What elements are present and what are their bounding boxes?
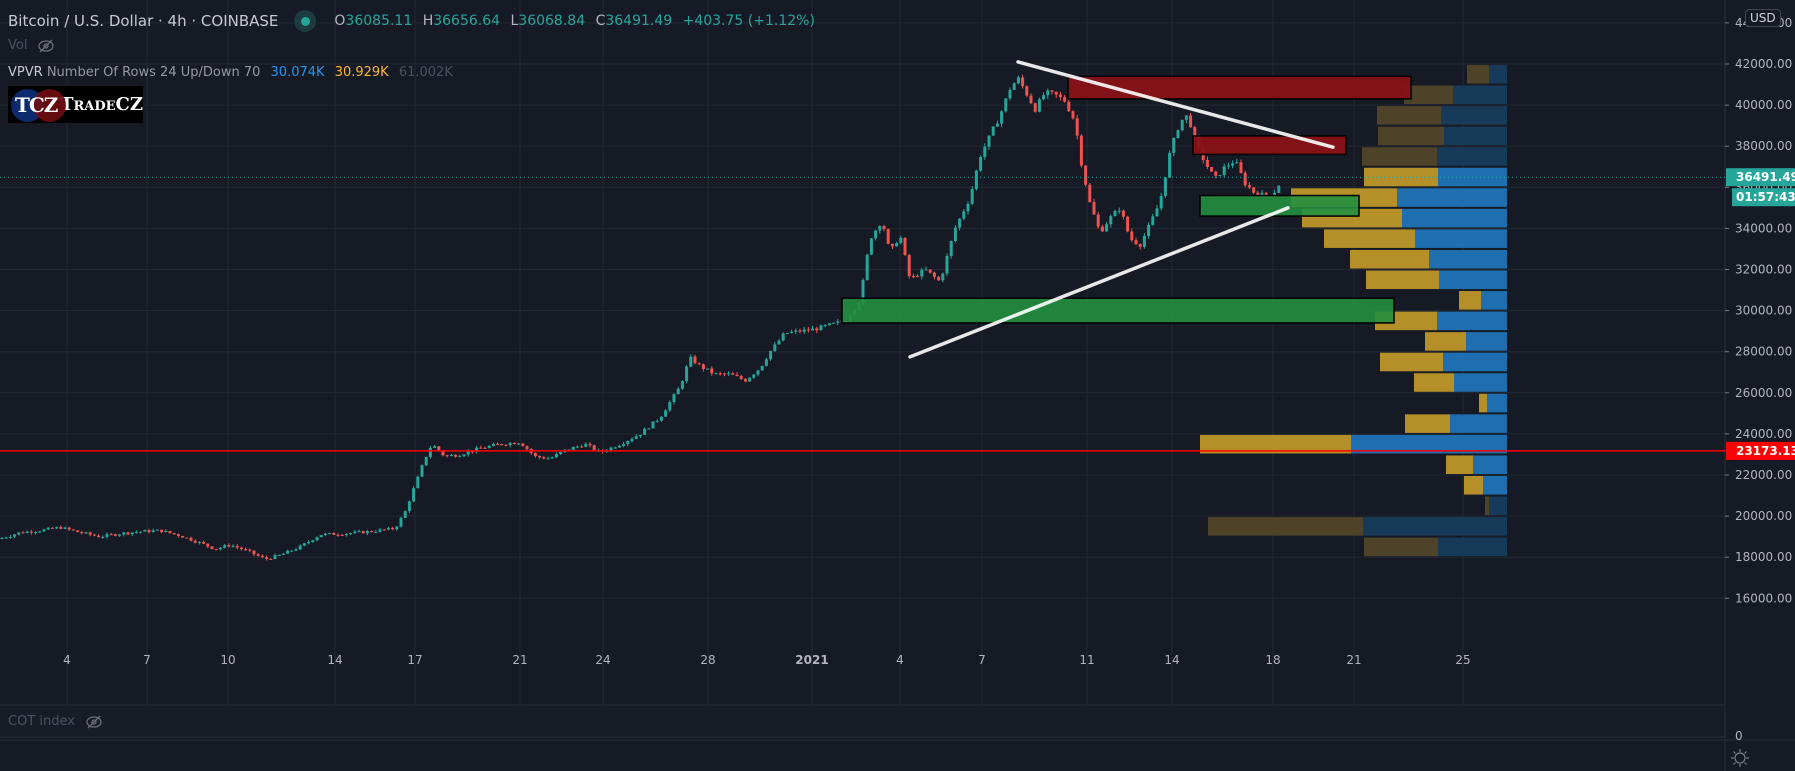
current-price-tag (1726, 168, 1795, 187)
symbol-title[interactable]: Bitcoin / U.S. Dollar · 4h · COINBASE (8, 12, 279, 30)
open-value: 36085.11 (345, 13, 413, 29)
volume-profile (1200, 65, 1507, 557)
ohlc-values: O36085.11 H36656.64 L36068.84 C36491.49 … (334, 13, 815, 29)
trendline[interactable] (1016, 60, 1335, 149)
svg-text:01:57:43: 01:57:43 (1736, 190, 1795, 204)
countdown-tag (1732, 188, 1795, 207)
vpvr-up-volume: 30.074K (270, 65, 325, 80)
time-axis-label: 2021 (795, 653, 828, 667)
close-value: 36491.49 (605, 13, 673, 29)
pane-zero-label: 0 (1735, 729, 1743, 743)
eye-hidden-icon[interactable] (37, 39, 55, 53)
time-axis-label: 7 (143, 653, 151, 667)
candlesticks (0, 74, 1281, 561)
support-zone (1199, 194, 1360, 217)
drawn-zones[interactable] (841, 75, 1412, 324)
svg-text:36491.49: 36491.49 (1736, 170, 1795, 184)
price-axis-label: 16000.00 (1735, 591, 1792, 605)
cot-index-label: COT index (8, 714, 75, 729)
resistance-zone (1067, 75, 1412, 100)
price-axis-label: 34000.00 (1735, 221, 1792, 235)
vpvr-down-volume: 30.929K (334, 65, 389, 80)
time-axis-label: 25 (1455, 653, 1470, 667)
vpvr-name: VPVR (8, 65, 43, 80)
support-zone (841, 297, 1395, 324)
tradecz-logo: TCZ TradeCZ (8, 86, 143, 123)
price-axis-label: 30000.00 (1735, 304, 1792, 318)
price-axis-label: 38000.00 (1735, 139, 1792, 153)
price-axis-label: 20000.00 (1735, 509, 1792, 523)
change-value: +403.75 (+1.12%) (682, 13, 815, 29)
price-axis-label: 24000.00 (1735, 427, 1792, 441)
time-axis-label: 17 (407, 653, 422, 667)
low-value: 36068.84 (518, 13, 586, 29)
price-axis-label: 28000.00 (1735, 345, 1792, 359)
market-status-icon (294, 10, 317, 32)
price-axis-label: 42000.00 (1735, 57, 1792, 71)
time-axis-label: 7 (978, 653, 986, 667)
time-axis-label: 14 (327, 653, 342, 667)
price-axis-label: 40000.00 (1735, 98, 1792, 112)
time-axis-label: 11 (1079, 653, 1094, 667)
logo-brand: TradeCZ (60, 94, 143, 115)
trendline[interactable] (908, 206, 1290, 359)
time-axis-label: 28 (700, 653, 715, 667)
vpvr-total-volume: 61.002K (398, 65, 453, 80)
eye-hidden-icon[interactable] (85, 715, 103, 729)
time-axis-label: 18 (1265, 653, 1280, 667)
high-value: 36656.64 (433, 13, 501, 29)
volume-indicator[interactable]: Vol (8, 38, 55, 53)
time-axis-label: 14 (1164, 653, 1179, 667)
settings-gear-icon[interactable] (1730, 748, 1750, 768)
price-axis-label: 32000.00 (1735, 263, 1792, 277)
vpvr-params: Number Of Rows 24 Up/Down 70 (46, 65, 261, 80)
symbol-legend: Bitcoin / U.S. Dollar · 4h · COINBASE O3… (8, 10, 821, 32)
time-axis-label: 21 (512, 653, 527, 667)
level-price-tag (1726, 441, 1795, 460)
logo-mark: TCZ (15, 92, 58, 117)
price-axis-label: 22000.00 (1735, 468, 1792, 482)
price-axis-label: 18000.00 (1735, 550, 1792, 564)
svg-text:23173.13: 23173.13 (1736, 444, 1795, 458)
logo-circles-icon: TCZ (11, 88, 66, 122)
time-axis-label: 21 (1346, 653, 1361, 667)
volume-label: Vol (8, 38, 28, 53)
time-axis-label: 24 (595, 653, 610, 667)
vpvr-indicator-legend[interactable]: VPVR Number Of Rows 24 Up/Down 70 30.074… (8, 65, 453, 80)
cot-index-indicator[interactable]: COT index (8, 714, 103, 729)
time-axis-label: 4 (896, 653, 904, 667)
price-axis-label: 26000.00 (1735, 386, 1792, 400)
currency-button[interactable]: USD (1745, 9, 1781, 27)
time-axis-label: 4 (63, 653, 71, 667)
time-axis-label: 10 (220, 653, 235, 667)
